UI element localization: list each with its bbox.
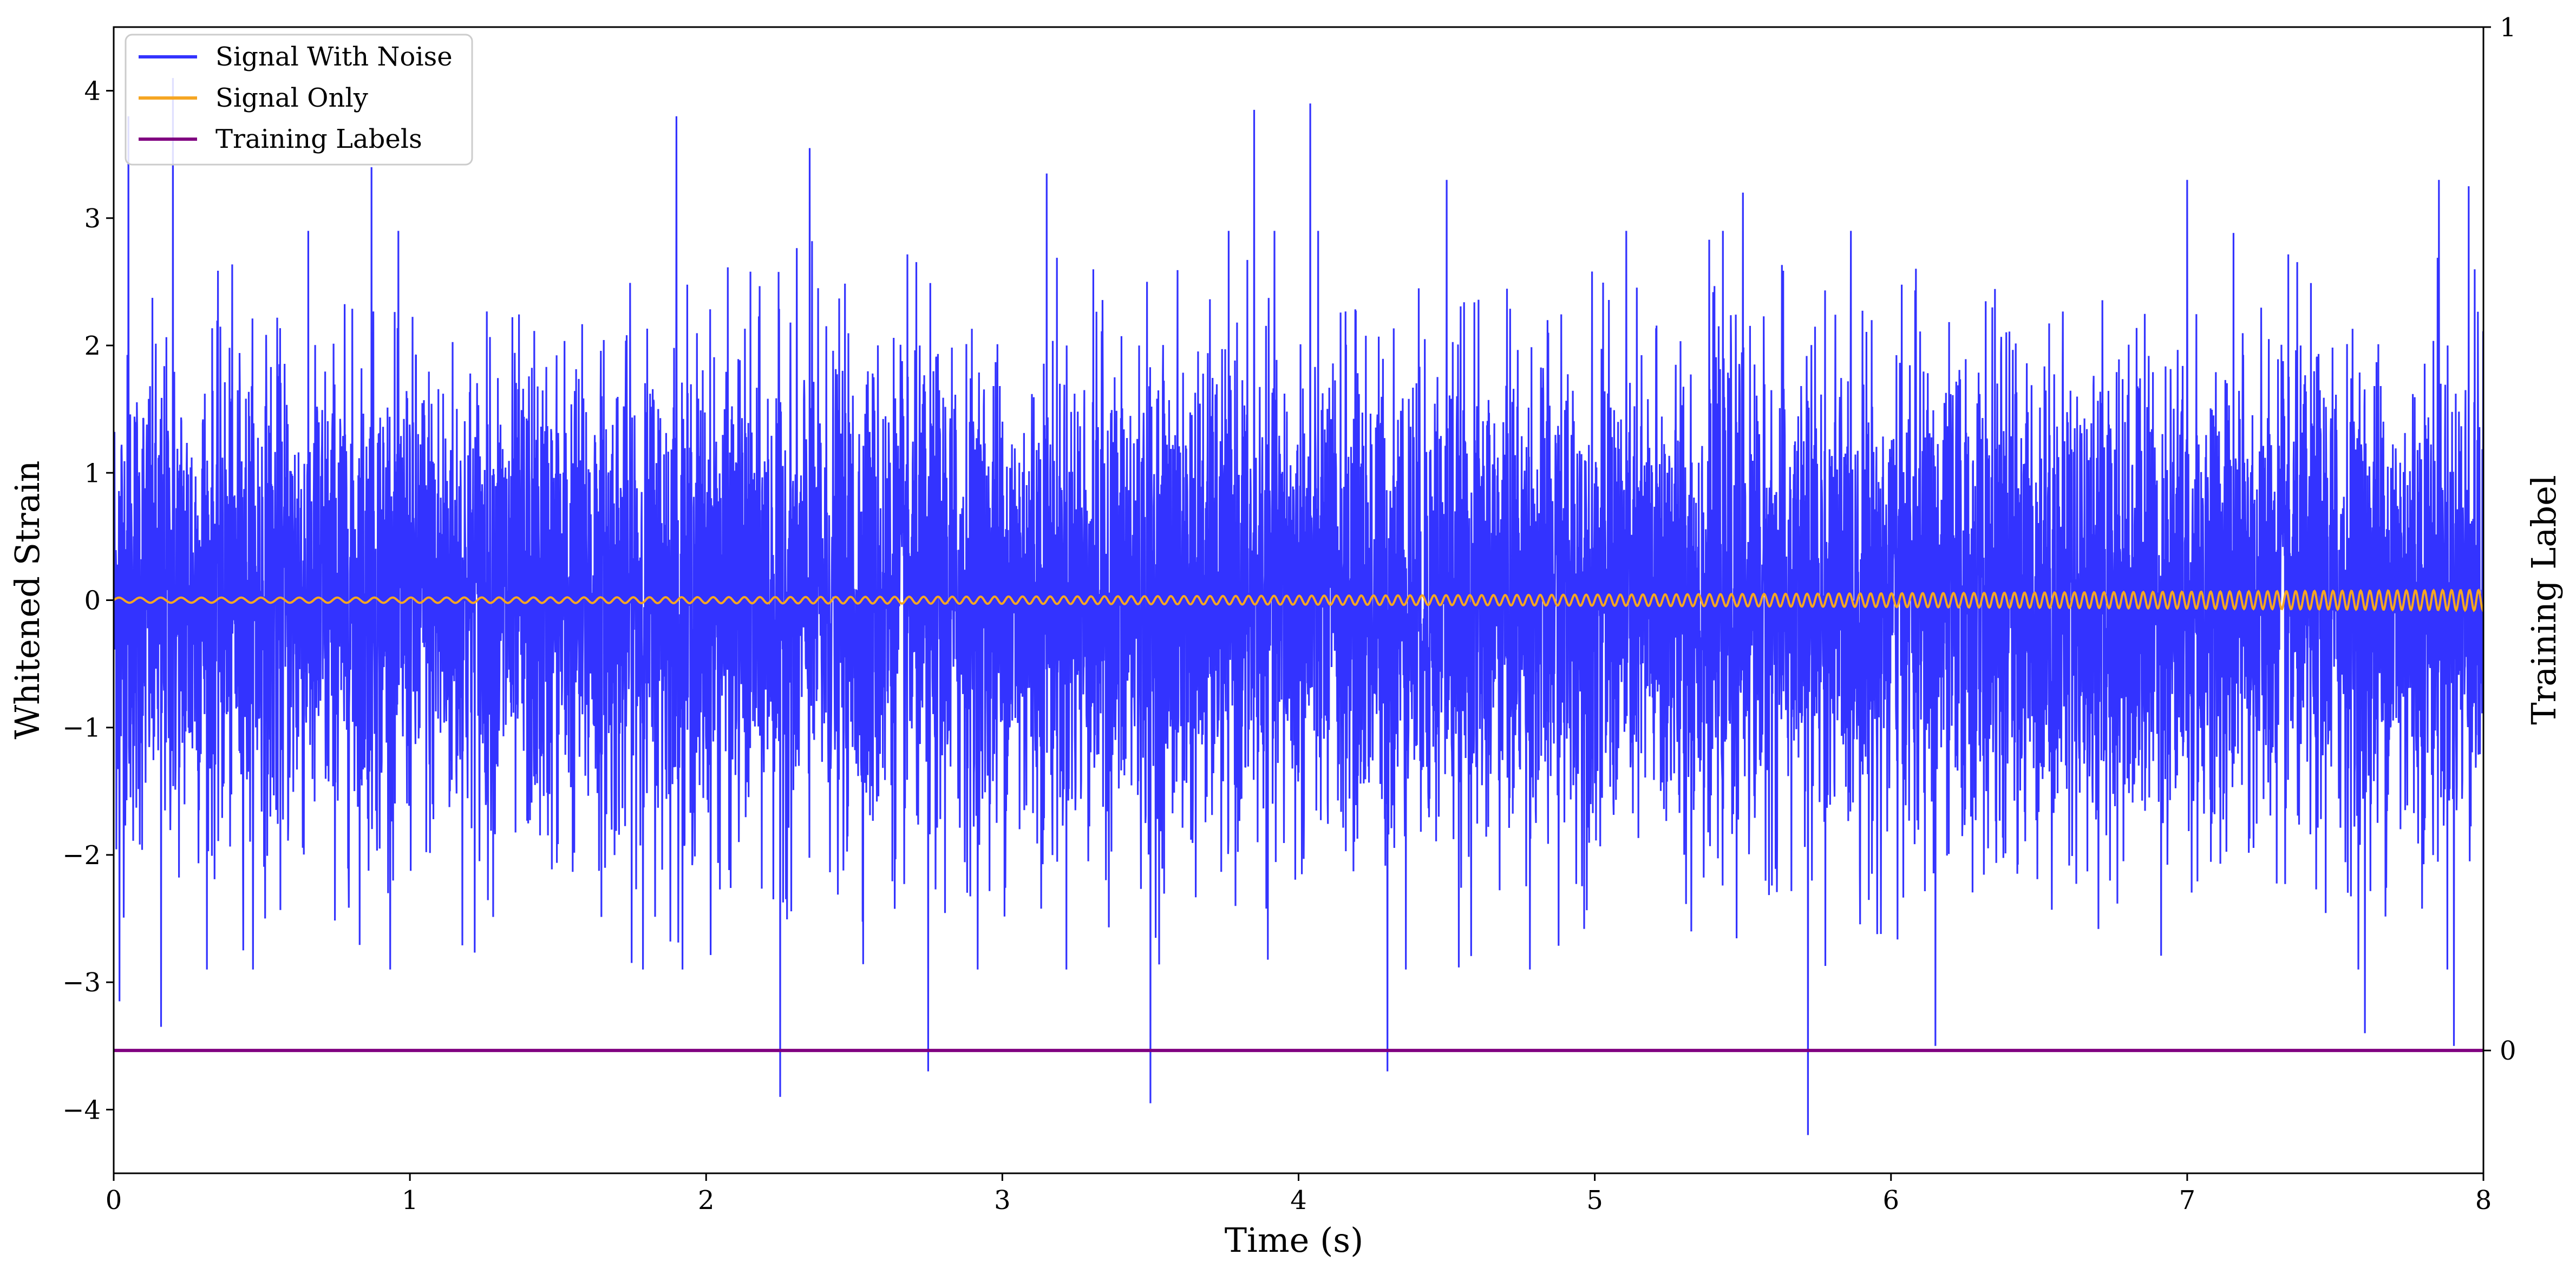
legend: Signal With Noise Signal Only Training L…: [125, 34, 473, 166]
x-tick-label: 2: [698, 1185, 715, 1216]
x-tick-label: 4: [1290, 1185, 1307, 1216]
legend-label-training-labels: Training Labels: [215, 124, 422, 154]
x-axis-label: Time (s): [1225, 1220, 1364, 1260]
y-tick-label: −3: [62, 968, 101, 998]
y-tick-label: −1: [62, 713, 101, 743]
y2-axis-label: Training Label: [2524, 475, 2564, 724]
y2-tick-label: 1: [2500, 12, 2516, 43]
x-tick-label: 1: [402, 1185, 419, 1216]
legend-label-signal-with-noise: Signal With Noise: [215, 42, 453, 72]
legend-label-signal-only: Signal Only: [215, 83, 368, 113]
y-tick-label: −4: [62, 1095, 101, 1125]
x-tick-label: 3: [994, 1185, 1011, 1216]
y-tick-label: 2: [84, 331, 101, 361]
y2-tick-label: 0: [2500, 1036, 2516, 1066]
y-tick-label: 3: [84, 204, 101, 234]
x-tick-label: 8: [2475, 1185, 2492, 1216]
y-axis-label: Whitened Strain: [8, 461, 47, 740]
x-tick-label: 6: [1882, 1185, 1899, 1216]
x-tick-label: 0: [106, 1185, 122, 1216]
series-signal-only: [114, 588, 2483, 612]
x-tick-label: 5: [1586, 1185, 1603, 1216]
y-tick-label: 1: [84, 458, 101, 488]
y-tick-label: −2: [62, 840, 101, 871]
series-signal-with-noise: [114, 78, 2483, 1135]
legend-box: [125, 34, 473, 166]
y-tick-label: 0: [84, 586, 101, 616]
y-tick-label: 4: [84, 76, 101, 107]
x-tick-label: 7: [2179, 1185, 2196, 1216]
